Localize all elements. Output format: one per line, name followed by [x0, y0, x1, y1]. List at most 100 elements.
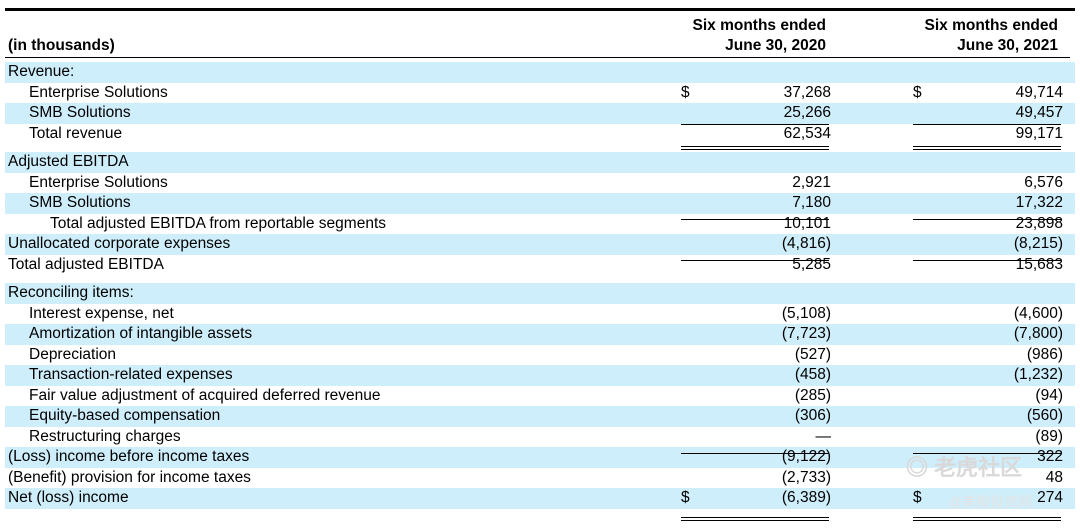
row-label: Total revenue [29, 124, 123, 142]
value-col2: (1,232) [1013, 366, 1063, 383]
col2-header-line1: Six months ended [924, 17, 1059, 34]
row-label: SMB Solutions [29, 194, 131, 211]
value-col2: (7,800) [1013, 325, 1063, 342]
double-rule [681, 146, 829, 147]
table-row: Revenue: [5, 62, 1075, 83]
value-col1: 2,921 [792, 173, 831, 191]
value-col2: 49,457 [1015, 104, 1063, 121]
table-row: Unallocated corporate expenses (4,816) (8,… [5, 234, 1075, 255]
row-label: Depreciation [29, 345, 117, 363]
value-col2: (560) [1026, 407, 1063, 424]
table-row: Fair value adjustment of acquired deferr… [5, 386, 1075, 407]
double-rule [681, 520, 829, 521]
table-row: Transaction-related expenses (458) (1,232) [5, 365, 1075, 386]
table-row: Enterprise Solutions 2,921 6,576 [5, 173, 1075, 194]
watermark-logo: ◎ 老虎社区 [906, 455, 1023, 480]
value-col2: 49,714 [1015, 83, 1063, 101]
units-label: (in thousands) [8, 37, 115, 54]
value-col2: 6,576 [1024, 173, 1063, 191]
value-col1: (4,816) [781, 235, 831, 252]
row-label: Total adjusted EBITDA [8, 255, 164, 273]
currency-symbol: $ [913, 83, 922, 101]
row-label: Interest expense, net [29, 304, 174, 322]
table-row: Adjusted EBITDA [5, 152, 1075, 173]
value-col2: 274 [1037, 489, 1063, 506]
value-col1: (306) [794, 407, 831, 424]
table-row: Restructuring charges — (89) [5, 427, 1075, 448]
value-col1: (527) [794, 345, 831, 363]
col2-header: Six months ended June 30, 2021 [872, 16, 1059, 56]
row-label: Amortization of intangible assets [29, 325, 253, 342]
single-rule [913, 453, 1061, 454]
value-col2: (8,215) [1013, 235, 1063, 252]
col1-header: Six months ended June 30, 2020 [640, 16, 827, 56]
table-row: Enterprise Solutions $37,268 $49,714 [5, 83, 1075, 104]
single-rule [913, 219, 1061, 220]
single-rule [681, 453, 829, 454]
table-row: (Loss) income before income taxes (9,122)… [5, 447, 1075, 468]
value-col1: (5,108) [781, 304, 831, 322]
value-col2: 17,322 [1015, 194, 1063, 211]
value-col2: (986) [1026, 345, 1063, 363]
single-rule [681, 124, 829, 125]
table-row [5, 275, 1075, 283]
value-col1: (285) [794, 386, 831, 404]
value-col2: 48 [1045, 468, 1063, 486]
table-row: Interest expense, net (5,108) (4,600) [5, 304, 1075, 325]
financial-table: Revenue: Enterprise Solutions $37,268 $49,7… [5, 62, 1075, 509]
double-rule [681, 149, 829, 150]
value-col1: 37,268 [783, 83, 831, 101]
row-label: Enterprise Solutions [29, 173, 168, 191]
value-col2: (4,600) [1013, 304, 1063, 322]
row-label: Equity-based compensation [29, 407, 221, 424]
double-rule [681, 517, 829, 518]
row-label: (Benefit) provision for income taxes [8, 468, 251, 486]
col2-header-line2: June 30, 2021 [957, 37, 1058, 54]
table-row: SMB Solutions 25,266 49,457 [5, 103, 1075, 124]
value-col1: 62,534 [783, 124, 831, 142]
value-col2: 322 [1037, 448, 1063, 465]
table-row: Depreciation (527) (986) [5, 345, 1075, 366]
row-label: Reconciling items: [8, 284, 134, 301]
value-col1: (458) [794, 366, 831, 383]
value-col1: (6,389) [781, 489, 831, 506]
col1-header-line2: June 30, 2020 [725, 37, 826, 54]
row-label: Total adjusted EBITDA from reportable se… [50, 214, 386, 232]
table-row: Total adjusted EBITDA 5,285 15,683 [5, 255, 1075, 276]
value-col1: 25,266 [783, 104, 831, 121]
row-label: Enterprise Solutions [29, 83, 168, 101]
row-label: Fair value adjustment of acquired deferr… [29, 386, 381, 404]
row-label: Revenue: [8, 63, 75, 80]
currency-symbol: $ [681, 83, 690, 101]
row-label: Restructuring charges [29, 427, 181, 445]
value-col2: 23,898 [1015, 214, 1063, 232]
table-row: Reconciling items: [5, 283, 1075, 304]
value-col2: 99,171 [1015, 124, 1063, 142]
single-rule [681, 219, 829, 220]
single-rule [913, 124, 1061, 125]
row-label: Net (loss) income [8, 489, 129, 506]
table-row: Net (loss) income $ (6,389) $274 [5, 488, 1075, 509]
top-rule [5, 8, 1075, 11]
value-col2: 15,683 [1015, 255, 1063, 273]
value-col2: (94) [1035, 386, 1063, 404]
col1-header-line1: Six months ended [692, 17, 827, 34]
value-col1: 10,101 [783, 214, 831, 232]
row-label: Transaction-related expenses [29, 366, 233, 383]
watermark-text: 老虎社区 [934, 455, 1023, 480]
value-col1: (9,122) [781, 448, 831, 465]
double-rule [913, 146, 1061, 147]
value-col1: 7,180 [792, 194, 831, 211]
currency-symbol: $ [681, 489, 690, 506]
row-label: Adjusted EBITDA [8, 153, 129, 170]
table-row: SMB Solutions 7,180 17,322 [5, 193, 1075, 214]
table-row: Amortization of intangible assets (7,723)… [5, 324, 1075, 345]
table-row: Total revenue 62,534 99,171 [5, 124, 1075, 145]
double-rule [913, 149, 1061, 150]
double-rule [913, 520, 1061, 521]
row-label: (Loss) income before income taxes [8, 448, 250, 465]
watermark-handle: @美股投资网 [948, 494, 1033, 510]
single-rule [913, 260, 1061, 261]
value-col1: (7,723) [781, 325, 831, 342]
value-col1: — [815, 427, 832, 445]
